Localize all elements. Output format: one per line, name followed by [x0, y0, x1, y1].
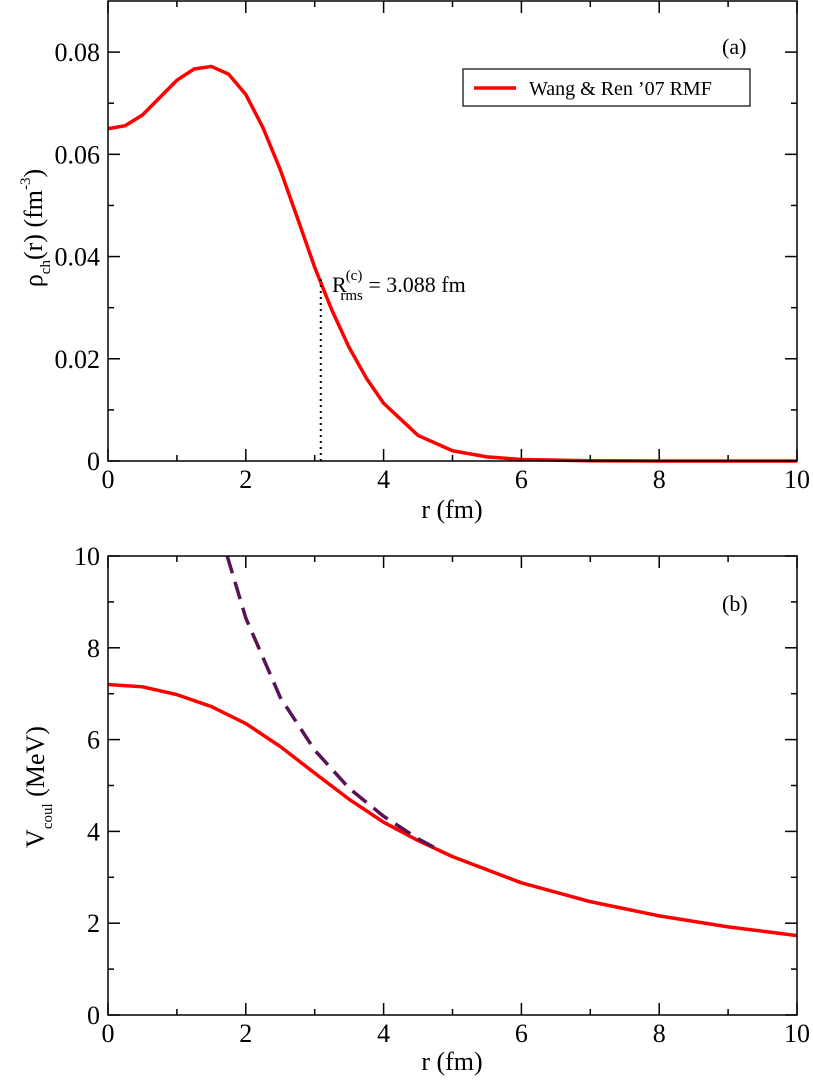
panel-b-y-tick-label: 10 — [74, 542, 100, 571]
panel-b-y-tick-label: 4 — [87, 817, 100, 846]
panel-a-y-title-sup: -3 — [18, 178, 34, 191]
rms-annot-sub: rms — [340, 288, 363, 304]
panel-a-x-tick-label: 2 — [239, 465, 252, 494]
panel-b-y-tick-label: 6 — [87, 726, 100, 755]
panel-b-y-tick-label: 0 — [87, 1001, 100, 1030]
panel-a-y-tick-label: 0.06 — [55, 140, 101, 169]
rms-radius-annotation: R(c) rms = 3.088 fm — [332, 268, 466, 304]
panel-a-y-title-rest: (r) (fm — [19, 190, 48, 260]
panel-a-y-tick-label: 0.08 — [55, 38, 101, 67]
panel-a-x-tick-label: 4 — [377, 465, 390, 494]
panel-b-series-1-line — [225, 555, 440, 852]
panel-b-y-tick-label: 2 — [87, 909, 100, 938]
panel-a-series-0-line — [107, 64, 797, 463]
panel-a-x-tick-label: 6 — [515, 465, 528, 494]
panel-b-series-0-line — [107, 682, 798, 938]
panel-a-legend: Wang & Ren ’07 RMF — [462, 68, 751, 107]
panel-a-label: (a) — [722, 34, 746, 59]
panel-b-x-tick-label: 6 — [515, 1019, 528, 1048]
legend-label: Wang & Ren ’07 RMF — [529, 78, 712, 100]
rms-annot-main: R — [332, 272, 347, 297]
rms-annot-rest: = 3.088 fm — [363, 272, 466, 297]
legend-box — [462, 68, 751, 107]
panel-b-y-title-sub: coul — [40, 803, 56, 829]
panel-a-y-title-main: ρ — [19, 274, 48, 287]
panel-b-x-tick-label: 10 — [784, 1019, 810, 1048]
panel-b-x-tick-label: 2 — [239, 1019, 252, 1048]
panel-a-y-tick-label: 0.02 — [55, 345, 101, 374]
rms-annot-sup: (c) — [346, 268, 363, 284]
panel-b-x-tick-label: 8 — [653, 1019, 666, 1048]
panel-a-x-tick-label: 10 — [784, 465, 810, 494]
panel-a-x-tick-label: 8 — [653, 465, 666, 494]
panel-b-label: (b) — [722, 591, 748, 616]
panel-a-y-tick-label: 0.04 — [55, 243, 101, 272]
panel-a-y-axis-title: ρch(r) (fm-3) — [18, 169, 54, 287]
panel-b-x-tick-label: 4 — [377, 1019, 390, 1048]
panel-b-y-title-main: V — [21, 829, 50, 848]
panel-a-y-tick-label: 0 — [87, 447, 100, 476]
panel-b-plot-frame — [107, 555, 798, 1016]
panel-b-y-axis-title: Vcoul (MeV) — [21, 726, 56, 848]
panel-a: 0 2 4 6 8 10 0 0.02 0.04 0.06 0.08 r (fm) ρch(r) (… — [18, 0, 810, 524]
panel-a-y-title-close: ) — [19, 169, 48, 178]
panel-a-y-title-sub: ch — [38, 260, 54, 275]
panel-a-x-axis-title: r (fm) — [421, 495, 482, 524]
panel-b-x-tick-label: 0 — [102, 1019, 115, 1048]
panel-b-x-axis-title: r (fm) — [421, 1047, 482, 1076]
panel-b-y-title-rest: (MeV) — [21, 726, 50, 803]
panel-b-y-tick-label: 8 — [87, 634, 100, 663]
panel-a-x-tick-label: 0 — [102, 465, 115, 494]
panel-b: 0 2 4 6 8 10 0 2 4 6 8 10 r (fm) Vcoul (MeV) (b) — [21, 542, 810, 1076]
